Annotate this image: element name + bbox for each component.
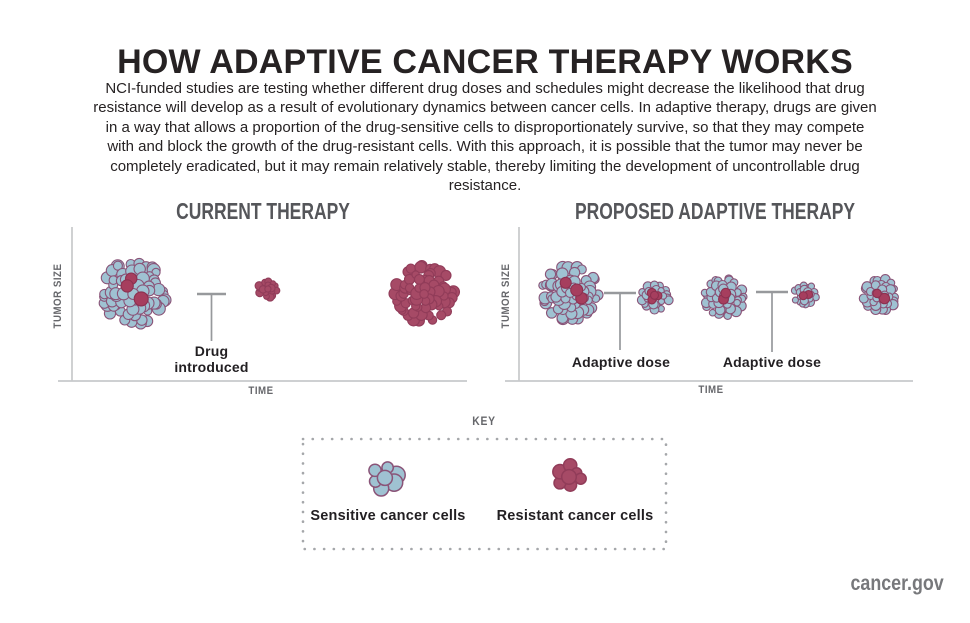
cell — [376, 469, 394, 487]
cancer-gov-logo: cancer.gov — [850, 572, 944, 595]
resistant-cell — [133, 291, 149, 307]
cell — [560, 468, 578, 485]
tumor-cluster-sensitive — [636, 280, 674, 315]
cell — [419, 289, 429, 299]
tumor-cluster-sensitive — [538, 260, 604, 326]
intro-paragraph: NCI-funded studies are testing whether d… — [93, 80, 877, 195]
tumor-cluster-sensitive — [790, 281, 820, 309]
drug-introduced-label: Drug introduced — [174, 343, 249, 375]
tumor-cluster-sensitive — [700, 274, 748, 320]
x-axis-label-time: TIME — [248, 385, 274, 397]
resistant-cell — [570, 283, 584, 297]
cell — [440, 269, 452, 281]
resistant-cell — [120, 279, 134, 293]
cell — [264, 285, 272, 293]
resistant-cell — [798, 291, 808, 301]
y-axis-label-tumor-size: TUMOR SIZE — [500, 263, 512, 329]
key-title: KEY — [472, 416, 496, 428]
resistant-cell — [872, 288, 882, 299]
adaptive-dose-label-2: Adaptive dose — [722, 354, 822, 370]
key-box-border — [301, 437, 668, 551]
panel-title-current-therapy: CURRENT THERAPY — [176, 198, 350, 224]
tumor-cluster-sensitive — [368, 461, 406, 497]
cell — [791, 296, 799, 304]
tumor-cluster-resistant — [254, 277, 281, 302]
adaptive-dose-label-1: Adaptive dose — [571, 354, 671, 370]
tumor-cluster-sensitive — [858, 274, 899, 316]
key-label-resistant-cells: Resistant cancer cells — [496, 508, 654, 524]
cell — [544, 268, 557, 280]
tumor-cluster-resistant — [388, 259, 461, 327]
cell — [733, 298, 741, 307]
panel-title-proposed-adaptive-therapy: PROPOSED ADAPTIVE THERAPY — [574, 198, 856, 224]
x-axis-label-time: TIME — [698, 384, 724, 396]
cell — [574, 472, 587, 485]
page-title: HOW ADAPTIVE CANCER THERAPY WORKS — [117, 42, 853, 81]
resistant-cell — [649, 290, 660, 300]
key-label-sensitive-cells: Sensitive cancer cells — [310, 508, 466, 524]
tumor-cluster-resistant — [552, 457, 587, 492]
tumor-cluster-sensitive — [98, 257, 172, 330]
resistant-cell — [878, 292, 891, 305]
resistant-cell — [559, 276, 572, 289]
resistant-cell — [720, 287, 732, 299]
y-axis-label-tumor-size: TUMOR SIZE — [52, 263, 64, 329]
cell — [436, 310, 447, 321]
